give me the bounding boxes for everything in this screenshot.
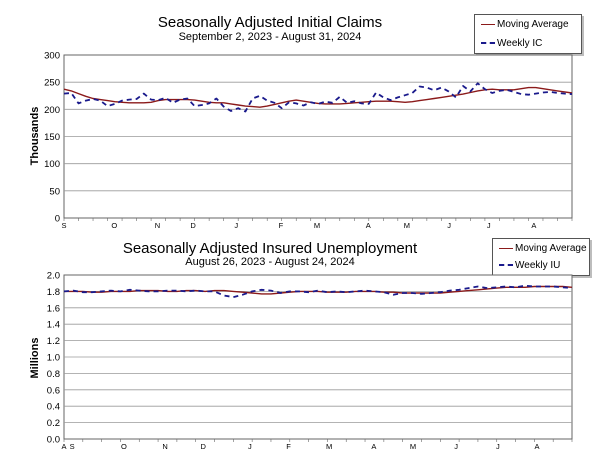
y-tick-label: 300 <box>44 51 60 62</box>
insured-unemployment-chart: Seasonally Adjusted Insured Unemployment… <box>0 232 600 457</box>
x-tick-label: S <box>70 442 75 451</box>
x-tick-label: S <box>61 221 66 230</box>
chart-title: Seasonally Adjusted Insured Unemployment <box>122 240 418 257</box>
x-tick-label: M <box>404 221 410 230</box>
y-tick-label: 0.0 <box>47 435 60 446</box>
x-tick-label: O <box>121 442 127 451</box>
y-tick-label: 100 <box>44 159 60 170</box>
legend-item-weekly: Weekly IC <box>481 37 542 49</box>
x-tick-label: J <box>487 221 491 230</box>
y-tick-label: 0 <box>55 214 60 225</box>
y-tick-label: 1.2 <box>47 336 60 347</box>
x-tick-label: O <box>111 221 117 230</box>
x-tick-label: N <box>155 221 160 230</box>
x-tick-label: J <box>234 221 238 230</box>
x-tick-label: A <box>531 221 536 230</box>
y-tick-label: 1.6 <box>47 303 60 314</box>
x-tick-label: M <box>410 442 416 451</box>
initial-claims-chart: Seasonally Adjusted Initial Claims Septe… <box>29 14 582 230</box>
y-tick-label: 50 <box>49 186 60 197</box>
y-tick-label: 0.8 <box>47 369 60 380</box>
x-tick-label: F <box>279 221 284 230</box>
y-tick-label: 0.2 <box>47 418 60 429</box>
y-tick-label: 0.6 <box>47 385 60 396</box>
legend-item-weekly: Weekly IU <box>499 259 560 271</box>
y-tick-label: 2.0 <box>47 271 60 282</box>
x-tick-label: A <box>371 442 376 451</box>
y-tick-label: 150 <box>44 132 60 143</box>
x-tick-label: A <box>61 442 66 451</box>
weekly-series-line <box>63 284 573 298</box>
y-tick-label: 1.4 <box>47 320 60 331</box>
legend-label: Weekly IU <box>515 259 561 271</box>
x-tick-label: M <box>326 442 332 451</box>
x-tick-label: J <box>454 442 458 451</box>
legend-swatch-dashed <box>481 42 495 44</box>
legend-label: Moving Average <box>515 242 587 254</box>
plot-area: 0.00.20.40.60.81.01.21.41.61.82.0A S O N D J F… <box>47 271 573 451</box>
x-tick-label: D <box>190 221 196 230</box>
x-tick-label: M <box>314 221 320 230</box>
x-tick-label: A <box>366 221 371 230</box>
plot-area: 0 50 100 150 200 250 300 S O N D J F M A M J J A <box>44 51 573 230</box>
chart-subtitle: September 2, 2023 - August 31, 2024 <box>178 31 362 43</box>
moving-average-line <box>63 86 573 108</box>
x-tick-label: N <box>162 442 167 451</box>
legend-swatch-dashed <box>499 264 513 266</box>
y-tick-label: 200 <box>44 105 60 116</box>
legend-swatch-solid <box>499 247 513 249</box>
chart-legend: Moving Average Weekly IU <box>492 238 590 276</box>
legend-item-moving-average: Moving Average <box>481 18 569 30</box>
chart-title: Seasonally Adjusted Initial Claims <box>157 14 383 31</box>
x-tick-label: A <box>534 442 539 451</box>
x-tick-label: J <box>447 221 451 230</box>
legend-item-moving-average: Moving Average <box>499 242 587 254</box>
y-tick-label: 1.8 <box>47 287 60 298</box>
legend-label: Weekly IC <box>497 37 543 49</box>
y-tick-label: 1.0 <box>47 353 60 364</box>
x-tick-label: J <box>248 442 252 451</box>
x-tick-label: F <box>286 442 291 451</box>
legend-label: Moving Average <box>497 18 569 30</box>
chart-subtitle: August 26, 2023 - August 24, 2024 <box>185 256 355 268</box>
y-tick-label: 250 <box>44 78 60 89</box>
y-tick-label: 0.4 <box>47 402 60 413</box>
x-tick-label: J <box>496 442 500 451</box>
chart-legend: Moving Average Weekly IC <box>474 14 582 54</box>
legend-swatch-solid <box>481 23 495 25</box>
x-tick-label: D <box>200 442 206 451</box>
